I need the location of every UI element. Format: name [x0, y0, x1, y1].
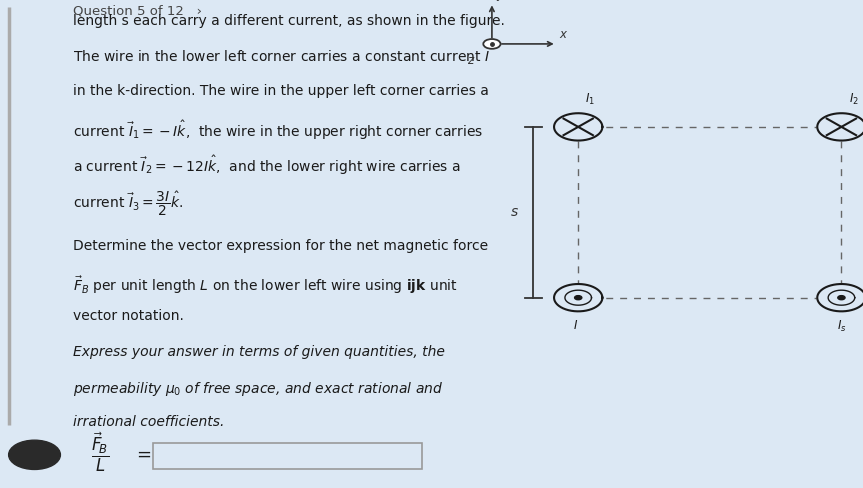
Text: vector notation.: vector notation. — [73, 309, 184, 324]
Text: $I_1$: $I_1$ — [585, 92, 595, 107]
Text: s: s — [511, 205, 518, 219]
Text: current $\vec{I}_3 = \dfrac{3I}{2}\hat{k}$.: current $\vec{I}_3 = \dfrac{3I}{2}\hat{k… — [73, 189, 184, 218]
Text: x: x — [559, 28, 566, 41]
Text: y: y — [496, 0, 503, 1]
Text: Express your answer in terms of given quantities, the: Express your answer in terms of given qu… — [73, 345, 445, 359]
FancyBboxPatch shape — [153, 443, 422, 469]
Circle shape — [554, 113, 602, 141]
Circle shape — [483, 39, 501, 49]
Text: Question 5 of 12   ›: Question 5 of 12 › — [73, 5, 202, 18]
Text: a current $\vec{I}_2 = -12I\hat{k}$,  and the lower right wire carries a: a current $\vec{I}_2 = -12I\hat{k}$, and… — [73, 154, 461, 178]
Text: z: z — [467, 54, 473, 67]
Text: $\vec{F}_B$ per unit length $L$ on the lower left wire using $\mathbf{ijk}$ unit: $\vec{F}_B$ per unit length $L$ on the l… — [73, 274, 458, 296]
Circle shape — [838, 296, 845, 300]
Text: irrational coefficients.: irrational coefficients. — [73, 415, 224, 429]
Text: $I$: $I$ — [573, 319, 578, 332]
Circle shape — [817, 113, 863, 141]
Circle shape — [554, 284, 602, 311]
Text: length s each carry a different current, as shown in the figure.: length s each carry a different current,… — [73, 14, 505, 28]
Text: $I_s$: $I_s$ — [836, 319, 847, 334]
Text: current $\vec{I}_1 = -I\hat{k}$,  the wire in the upper right corner carries: current $\vec{I}_1 = -I\hat{k}$, the wir… — [73, 119, 483, 142]
Text: $I_2$: $I_2$ — [848, 92, 859, 107]
Text: $\dfrac{\vec{F}_{\!B}}{L}$: $\dfrac{\vec{F}_{\!B}}{L}$ — [91, 430, 109, 474]
Circle shape — [9, 440, 60, 469]
Circle shape — [817, 284, 863, 311]
Text: in the k-direction. The wire in the upper left corner carries a: in the k-direction. The wire in the uppe… — [73, 84, 489, 98]
Text: =: = — [136, 446, 151, 464]
Text: Determine the vector expression for the net magnetic force: Determine the vector expression for the … — [73, 239, 488, 253]
Text: The wire in the lower left corner carries a constant current $I$: The wire in the lower left corner carrie… — [73, 49, 490, 64]
Text: permeability $\mu_0$ of free space, and exact rational and: permeability $\mu_0$ of free space, and … — [73, 380, 444, 398]
Circle shape — [575, 296, 582, 300]
